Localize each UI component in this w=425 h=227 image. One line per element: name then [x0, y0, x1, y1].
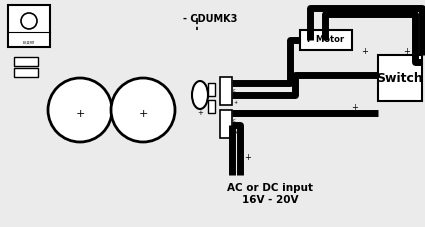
Bar: [220, 110, 232, 138]
Text: +: +: [197, 110, 203, 116]
Text: AC or DC input
16V - 20V: AC or DC input 16V - 20V: [227, 183, 313, 205]
Text: +: +: [404, 47, 411, 57]
Bar: [208, 83, 215, 96]
Bar: [14, 68, 38, 77]
Circle shape: [48, 78, 112, 142]
Bar: [220, 77, 232, 105]
Text: +: +: [138, 109, 147, 119]
Text: - CDUMK3: - CDUMK3: [183, 14, 238, 24]
Text: +: +: [233, 101, 237, 106]
Text: +: +: [233, 129, 237, 135]
Text: a: a: [233, 111, 236, 116]
Bar: [378, 55, 422, 101]
Text: +: +: [75, 109, 85, 119]
Text: +: +: [362, 47, 368, 57]
Text: Switch: Switch: [377, 72, 423, 84]
Bar: [8, 5, 50, 47]
Circle shape: [21, 13, 37, 29]
Text: +: +: [351, 104, 358, 113]
Ellipse shape: [192, 81, 208, 109]
Bar: [300, 30, 352, 50]
Bar: [208, 100, 215, 113]
Text: +: +: [244, 153, 252, 163]
Bar: [14, 57, 38, 66]
Text: a: a: [233, 81, 236, 86]
Text: c: c: [233, 87, 235, 92]
Circle shape: [111, 78, 175, 142]
Text: P Motor: P Motor: [307, 35, 345, 44]
Text: БЕДЯЛ: БЕДЯЛ: [23, 40, 35, 44]
Text: c: c: [233, 118, 235, 123]
